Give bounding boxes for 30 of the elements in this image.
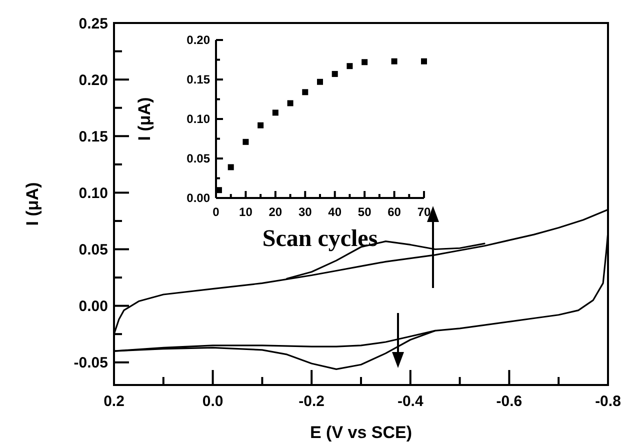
x-tick-label: 20 — [268, 205, 282, 219]
x-tick-label: 60 — [388, 205, 402, 219]
y-tick-label: 0.00 — [186, 191, 210, 206]
y-tick-label: 0.25 — [78, 15, 108, 32]
y-tick-label: 0.20 — [186, 33, 210, 48]
y-tick-label: 0.05 — [186, 152, 210, 166]
y-tick-label: 0.15 — [186, 72, 210, 87]
y-tick-label: 0.10 — [78, 184, 108, 202]
x-tick-label: 40 — [328, 205, 342, 219]
x-tick-label: 50 — [358, 205, 372, 219]
x-tick-label: 0.2 — [104, 393, 124, 410]
y-tick-label: 0.05 — [78, 242, 108, 258]
y-axis-title: I (μA) — [23, 182, 42, 226]
x-tick-label: 0.0 — [202, 393, 224, 410]
x-tick-label: 70 — [417, 205, 431, 219]
x-axis-title: Scan cycles — [262, 226, 378, 252]
y-tick-label: 0.15 — [78, 128, 108, 146]
y-tick-label: 0.20 — [78, 72, 108, 89]
y-tick-label: 0.10 — [186, 112, 210, 126]
y-tick-label: -0.05 — [74, 354, 108, 372]
x-tick-label: 30 — [298, 205, 312, 219]
x-axis-title: E (V vs SCE) — [310, 423, 412, 442]
x-tick-label: -0.6 — [496, 393, 522, 410]
x-tick-label: -0.4 — [397, 393, 424, 410]
y-tick-label: 0.00 — [78, 298, 108, 316]
x-tick-label: 0 — [212, 205, 220, 219]
x-tick-label: 10 — [239, 205, 253, 219]
x-tick-label: -0.8 — [595, 393, 621, 410]
x-tick-label: -0.2 — [298, 393, 325, 410]
y-axis-title: I (μA) — [135, 97, 154, 141]
